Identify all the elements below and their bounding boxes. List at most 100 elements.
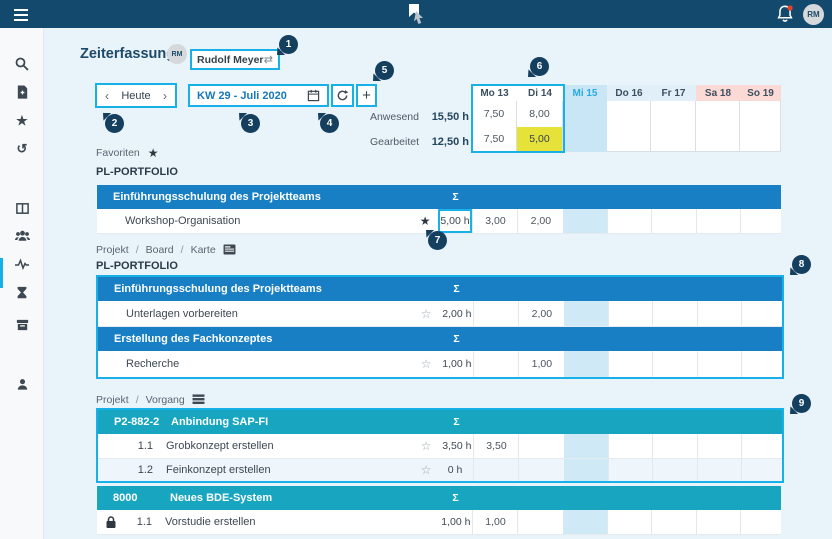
time-cell[interactable] xyxy=(696,127,740,152)
time-cell[interactable] xyxy=(697,459,741,481)
time-cell[interactable] xyxy=(563,127,607,152)
time-cell[interactable] xyxy=(563,101,607,127)
time-cell[interactable] xyxy=(697,434,741,458)
menu-icon[interactable] xyxy=(14,8,28,21)
time-cell[interactable]: 2,00 xyxy=(518,301,564,326)
prev-week-button[interactable]: ‹ xyxy=(105,88,109,103)
time-cell[interactable] xyxy=(473,459,518,481)
time-cell[interactable]: 1,00 xyxy=(472,510,517,534)
time-cell[interactable] xyxy=(608,434,652,458)
time-cell[interactable] xyxy=(741,434,782,458)
time-cell[interactable] xyxy=(740,209,781,233)
group-row[interactable]: Einführungsschulung des Projektteams Σ xyxy=(98,277,782,301)
time-cell[interactable] xyxy=(696,209,740,233)
favorite-toggle-star[interactable]: ☆ xyxy=(420,439,432,453)
add-entry-button[interactable]: + xyxy=(356,84,377,107)
history-icon[interactable]: ↺ xyxy=(0,134,44,162)
time-cell[interactable] xyxy=(651,209,696,233)
time-cell[interactable] xyxy=(607,127,651,152)
team-icon[interactable] xyxy=(0,222,44,250)
notifications-bell-icon[interactable] xyxy=(774,3,796,25)
day-header[interactable]: Do 16 xyxy=(607,85,651,101)
time-cell[interactable] xyxy=(518,434,564,458)
group-row[interactable]: Einführungsschulung des Projektteams Σ xyxy=(97,185,781,209)
group-row[interactable]: 8000 Neues BDE-System Σ xyxy=(97,486,781,510)
time-cell[interactable] xyxy=(741,351,782,377)
time-cell-warning[interactable]: 5,00 xyxy=(517,127,563,152)
time-cell[interactable] xyxy=(517,510,563,534)
breadcrumb-projekt[interactable]: Projekt xyxy=(96,393,129,406)
time-cell[interactable] xyxy=(608,459,652,481)
time-cell[interactable] xyxy=(564,301,609,326)
time-cell[interactable]: 2,00 xyxy=(517,209,563,233)
time-cell[interactable] xyxy=(608,351,652,377)
time-cell[interactable]: 7,50 xyxy=(472,101,517,127)
day-header[interactable]: Fr 17 xyxy=(651,85,696,101)
next-week-button[interactable]: › xyxy=(162,88,167,103)
day-header-weekend[interactable]: Sa 18 xyxy=(696,85,740,101)
time-cell[interactable] xyxy=(564,351,609,377)
profile-icon[interactable] xyxy=(0,370,44,398)
time-cell[interactable]: 3,50 xyxy=(473,434,518,458)
time-cell[interactable] xyxy=(608,301,652,326)
group-row[interactable]: Erstellung des Fachkonzeptes Σ xyxy=(98,327,782,351)
time-cell[interactable]: 8,00 xyxy=(517,101,563,127)
file-add-icon[interactable] xyxy=(0,78,44,106)
task-row[interactable]: Recherche ☆ 1,00 h 1,00 xyxy=(98,351,782,377)
breadcrumb-board[interactable]: Board xyxy=(145,243,174,256)
time-cell[interactable] xyxy=(741,459,782,481)
refresh-button[interactable] xyxy=(331,84,354,107)
time-cell[interactable] xyxy=(697,301,741,326)
time-cell[interactable] xyxy=(740,101,781,127)
time-cell[interactable] xyxy=(564,434,609,458)
time-cell[interactable] xyxy=(473,351,518,377)
user-avatar[interactable]: RM xyxy=(803,3,824,25)
breadcrumb-vorgang[interactable]: Vorgang xyxy=(145,393,185,406)
time-cell[interactable] xyxy=(607,510,651,534)
time-cell[interactable] xyxy=(740,127,781,152)
time-cell[interactable]: 3,00 xyxy=(472,209,517,233)
time-cell[interactable]: 1,00 xyxy=(518,351,564,377)
time-cell[interactable] xyxy=(697,351,741,377)
time-tracking-hourglass-icon[interactable] xyxy=(0,278,44,306)
time-cell[interactable] xyxy=(741,301,782,326)
task-row[interactable]: 1.1 Grobkonzept erstellen ☆ 3,50 h 3,50 xyxy=(98,434,782,459)
board-icon[interactable] xyxy=(0,194,44,222)
time-cell[interactable] xyxy=(563,510,608,534)
day-header-today[interactable]: Mi 15 xyxy=(563,85,607,101)
breadcrumb-projekt[interactable]: Projekt xyxy=(96,243,129,256)
favorite-toggle-star[interactable]: ☆ xyxy=(420,357,432,371)
favorites-star-icon[interactable]: ★ xyxy=(0,106,44,134)
day-header[interactable]: Di 14 xyxy=(517,85,563,101)
group-row[interactable]: P2-882-2 Anbindung SAP-FI Σ xyxy=(98,410,782,434)
today-nav-group[interactable]: ‹ Heute › xyxy=(95,83,177,108)
user-switcher[interactable]: Rudolf Meyer ⇄ xyxy=(190,49,280,70)
time-cell[interactable] xyxy=(564,459,609,481)
activity-icon[interactable] xyxy=(0,250,44,278)
task-row[interactable]: Unterlagen vorbereiten ☆ 2,00 h 2,00 xyxy=(98,301,782,327)
time-cell[interactable] xyxy=(607,209,651,233)
time-cell[interactable] xyxy=(651,101,696,127)
time-cell[interactable] xyxy=(607,101,651,127)
breadcrumb-karte[interactable]: Karte xyxy=(190,243,216,256)
favorite-toggle-star[interactable]: ★ xyxy=(419,214,431,228)
time-cell[interactable] xyxy=(652,434,697,458)
period-picker[interactable]: KW 29 - Juli 2020 xyxy=(188,84,329,107)
time-cell[interactable] xyxy=(652,301,697,326)
time-cell[interactable] xyxy=(651,510,696,534)
time-cell[interactable] xyxy=(652,351,697,377)
time-cell[interactable] xyxy=(696,510,740,534)
time-cell[interactable] xyxy=(696,101,740,127)
day-header-weekend[interactable]: So 19 xyxy=(740,85,781,101)
time-cell[interactable] xyxy=(652,459,697,481)
search-icon[interactable] xyxy=(0,50,44,78)
time-cell[interactable] xyxy=(651,127,696,152)
time-cell[interactable] xyxy=(473,301,518,326)
today-button[interactable]: Heute xyxy=(121,89,151,102)
task-row[interactable]: 1.1 Vorstudie erstellen 1,00 h 1,00 xyxy=(97,510,781,535)
archive-icon[interactable] xyxy=(0,310,44,338)
day-header[interactable]: Mo 13 xyxy=(472,85,517,101)
favorite-toggle-star[interactable]: ☆ xyxy=(420,463,432,477)
time-cell[interactable] xyxy=(518,459,564,481)
time-cell[interactable] xyxy=(563,209,608,233)
